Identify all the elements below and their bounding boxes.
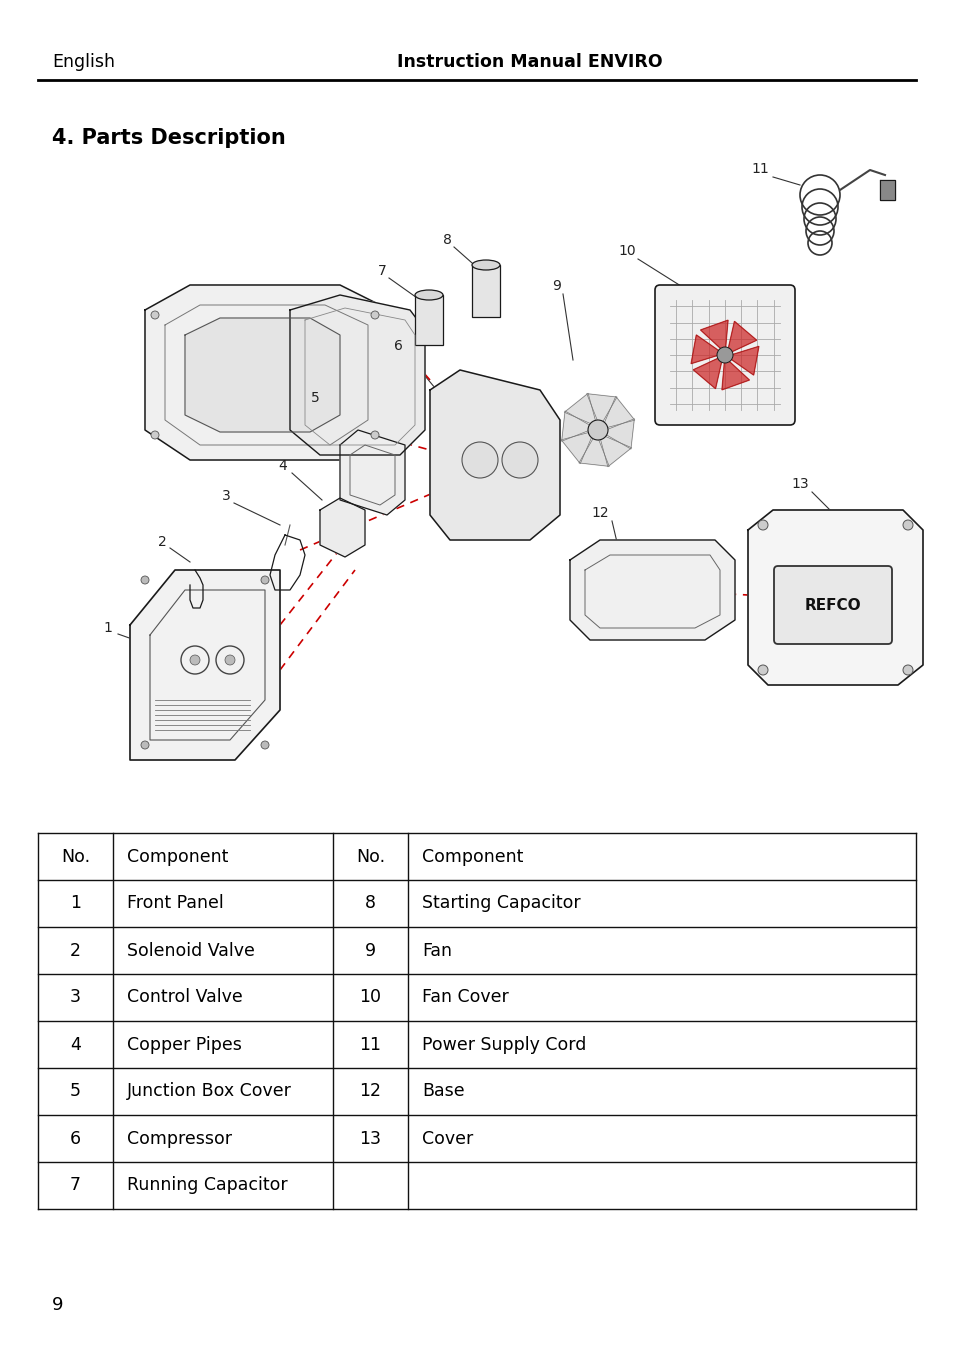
- Circle shape: [261, 741, 269, 749]
- Text: 11: 11: [750, 162, 768, 176]
- Polygon shape: [319, 498, 365, 558]
- Text: 5: 5: [70, 1083, 81, 1100]
- Text: 9: 9: [52, 1296, 64, 1315]
- Text: 12: 12: [359, 1083, 381, 1100]
- Polygon shape: [721, 360, 749, 389]
- Circle shape: [758, 520, 767, 529]
- Polygon shape: [586, 393, 617, 423]
- Text: 4: 4: [278, 459, 287, 473]
- Text: Control Valve: Control Valve: [127, 989, 242, 1006]
- Text: No.: No.: [61, 847, 90, 866]
- Text: REFCO: REFCO: [803, 598, 861, 613]
- Text: Running Capacitor: Running Capacitor: [127, 1176, 287, 1195]
- Circle shape: [371, 431, 378, 439]
- Polygon shape: [569, 540, 734, 640]
- Text: 13: 13: [359, 1130, 381, 1148]
- Polygon shape: [578, 436, 609, 466]
- FancyBboxPatch shape: [655, 286, 794, 426]
- FancyBboxPatch shape: [773, 566, 891, 644]
- Text: Compressor: Compressor: [127, 1130, 232, 1148]
- Polygon shape: [560, 432, 592, 463]
- Bar: [415, 295, 442, 345]
- Circle shape: [717, 348, 732, 362]
- Ellipse shape: [472, 260, 499, 269]
- Text: Solenoid Valve: Solenoid Valve: [127, 942, 254, 959]
- Text: Starting Capacitor: Starting Capacitor: [421, 894, 580, 912]
- Polygon shape: [879, 180, 894, 199]
- Polygon shape: [700, 321, 727, 350]
- Text: No.: No.: [355, 847, 385, 866]
- Text: 8: 8: [365, 894, 375, 912]
- Text: Instruction Manual ENVIRO: Instruction Manual ENVIRO: [396, 53, 662, 71]
- Polygon shape: [339, 430, 405, 515]
- Circle shape: [190, 655, 200, 665]
- Text: 7: 7: [70, 1176, 81, 1195]
- Text: 2: 2: [70, 942, 81, 959]
- Text: 5: 5: [311, 391, 319, 405]
- Text: 9: 9: [552, 279, 561, 294]
- Circle shape: [141, 741, 149, 749]
- Text: Cover: Cover: [421, 1130, 473, 1148]
- Text: Copper Pipes: Copper Pipes: [127, 1036, 242, 1053]
- Text: 3: 3: [221, 489, 230, 502]
- Text: Power Supply Cord: Power Supply Cord: [421, 1036, 586, 1053]
- Polygon shape: [599, 435, 631, 466]
- Text: 10: 10: [359, 989, 381, 1006]
- Polygon shape: [145, 286, 390, 459]
- Circle shape: [371, 311, 378, 319]
- Circle shape: [501, 442, 537, 478]
- Circle shape: [225, 655, 234, 665]
- Text: 2: 2: [157, 535, 166, 550]
- Text: Fan Cover: Fan Cover: [421, 989, 508, 1006]
- Circle shape: [261, 577, 269, 585]
- Text: 1: 1: [104, 621, 112, 634]
- Polygon shape: [290, 295, 424, 455]
- Text: Junction Box Cover: Junction Box Cover: [127, 1083, 292, 1100]
- Circle shape: [151, 431, 159, 439]
- Text: 1: 1: [70, 894, 81, 912]
- Circle shape: [902, 520, 912, 529]
- Circle shape: [587, 420, 607, 440]
- Circle shape: [461, 442, 497, 478]
- Text: 13: 13: [790, 477, 808, 492]
- Text: Component: Component: [421, 847, 523, 866]
- Polygon shape: [729, 346, 759, 374]
- Circle shape: [151, 311, 159, 319]
- Text: Front Panel: Front Panel: [127, 894, 224, 912]
- Polygon shape: [603, 396, 634, 428]
- Text: 6: 6: [70, 1130, 81, 1148]
- Polygon shape: [561, 411, 591, 442]
- Bar: [472, 265, 499, 317]
- Polygon shape: [693, 357, 721, 389]
- Text: Fan: Fan: [421, 942, 452, 959]
- Polygon shape: [430, 370, 559, 540]
- Text: English: English: [52, 53, 115, 71]
- Text: 3: 3: [70, 989, 81, 1006]
- Text: 10: 10: [618, 244, 635, 259]
- Circle shape: [141, 577, 149, 585]
- Text: 11: 11: [359, 1036, 381, 1053]
- Polygon shape: [604, 419, 634, 449]
- Polygon shape: [727, 322, 756, 353]
- Text: 4. Parts Description: 4. Parts Description: [52, 128, 286, 148]
- Polygon shape: [130, 570, 280, 760]
- Text: 8: 8: [442, 233, 451, 247]
- Circle shape: [758, 665, 767, 675]
- Text: 7: 7: [377, 264, 386, 277]
- Polygon shape: [185, 318, 339, 432]
- Circle shape: [902, 665, 912, 675]
- Polygon shape: [564, 393, 596, 424]
- Ellipse shape: [415, 290, 442, 300]
- Polygon shape: [690, 335, 720, 364]
- Text: 4: 4: [70, 1036, 81, 1053]
- Text: 9: 9: [365, 942, 375, 959]
- Polygon shape: [747, 511, 923, 686]
- Text: Base: Base: [421, 1083, 464, 1100]
- Text: 6: 6: [394, 339, 402, 353]
- Text: Component: Component: [127, 847, 228, 866]
- Text: 12: 12: [591, 506, 608, 520]
